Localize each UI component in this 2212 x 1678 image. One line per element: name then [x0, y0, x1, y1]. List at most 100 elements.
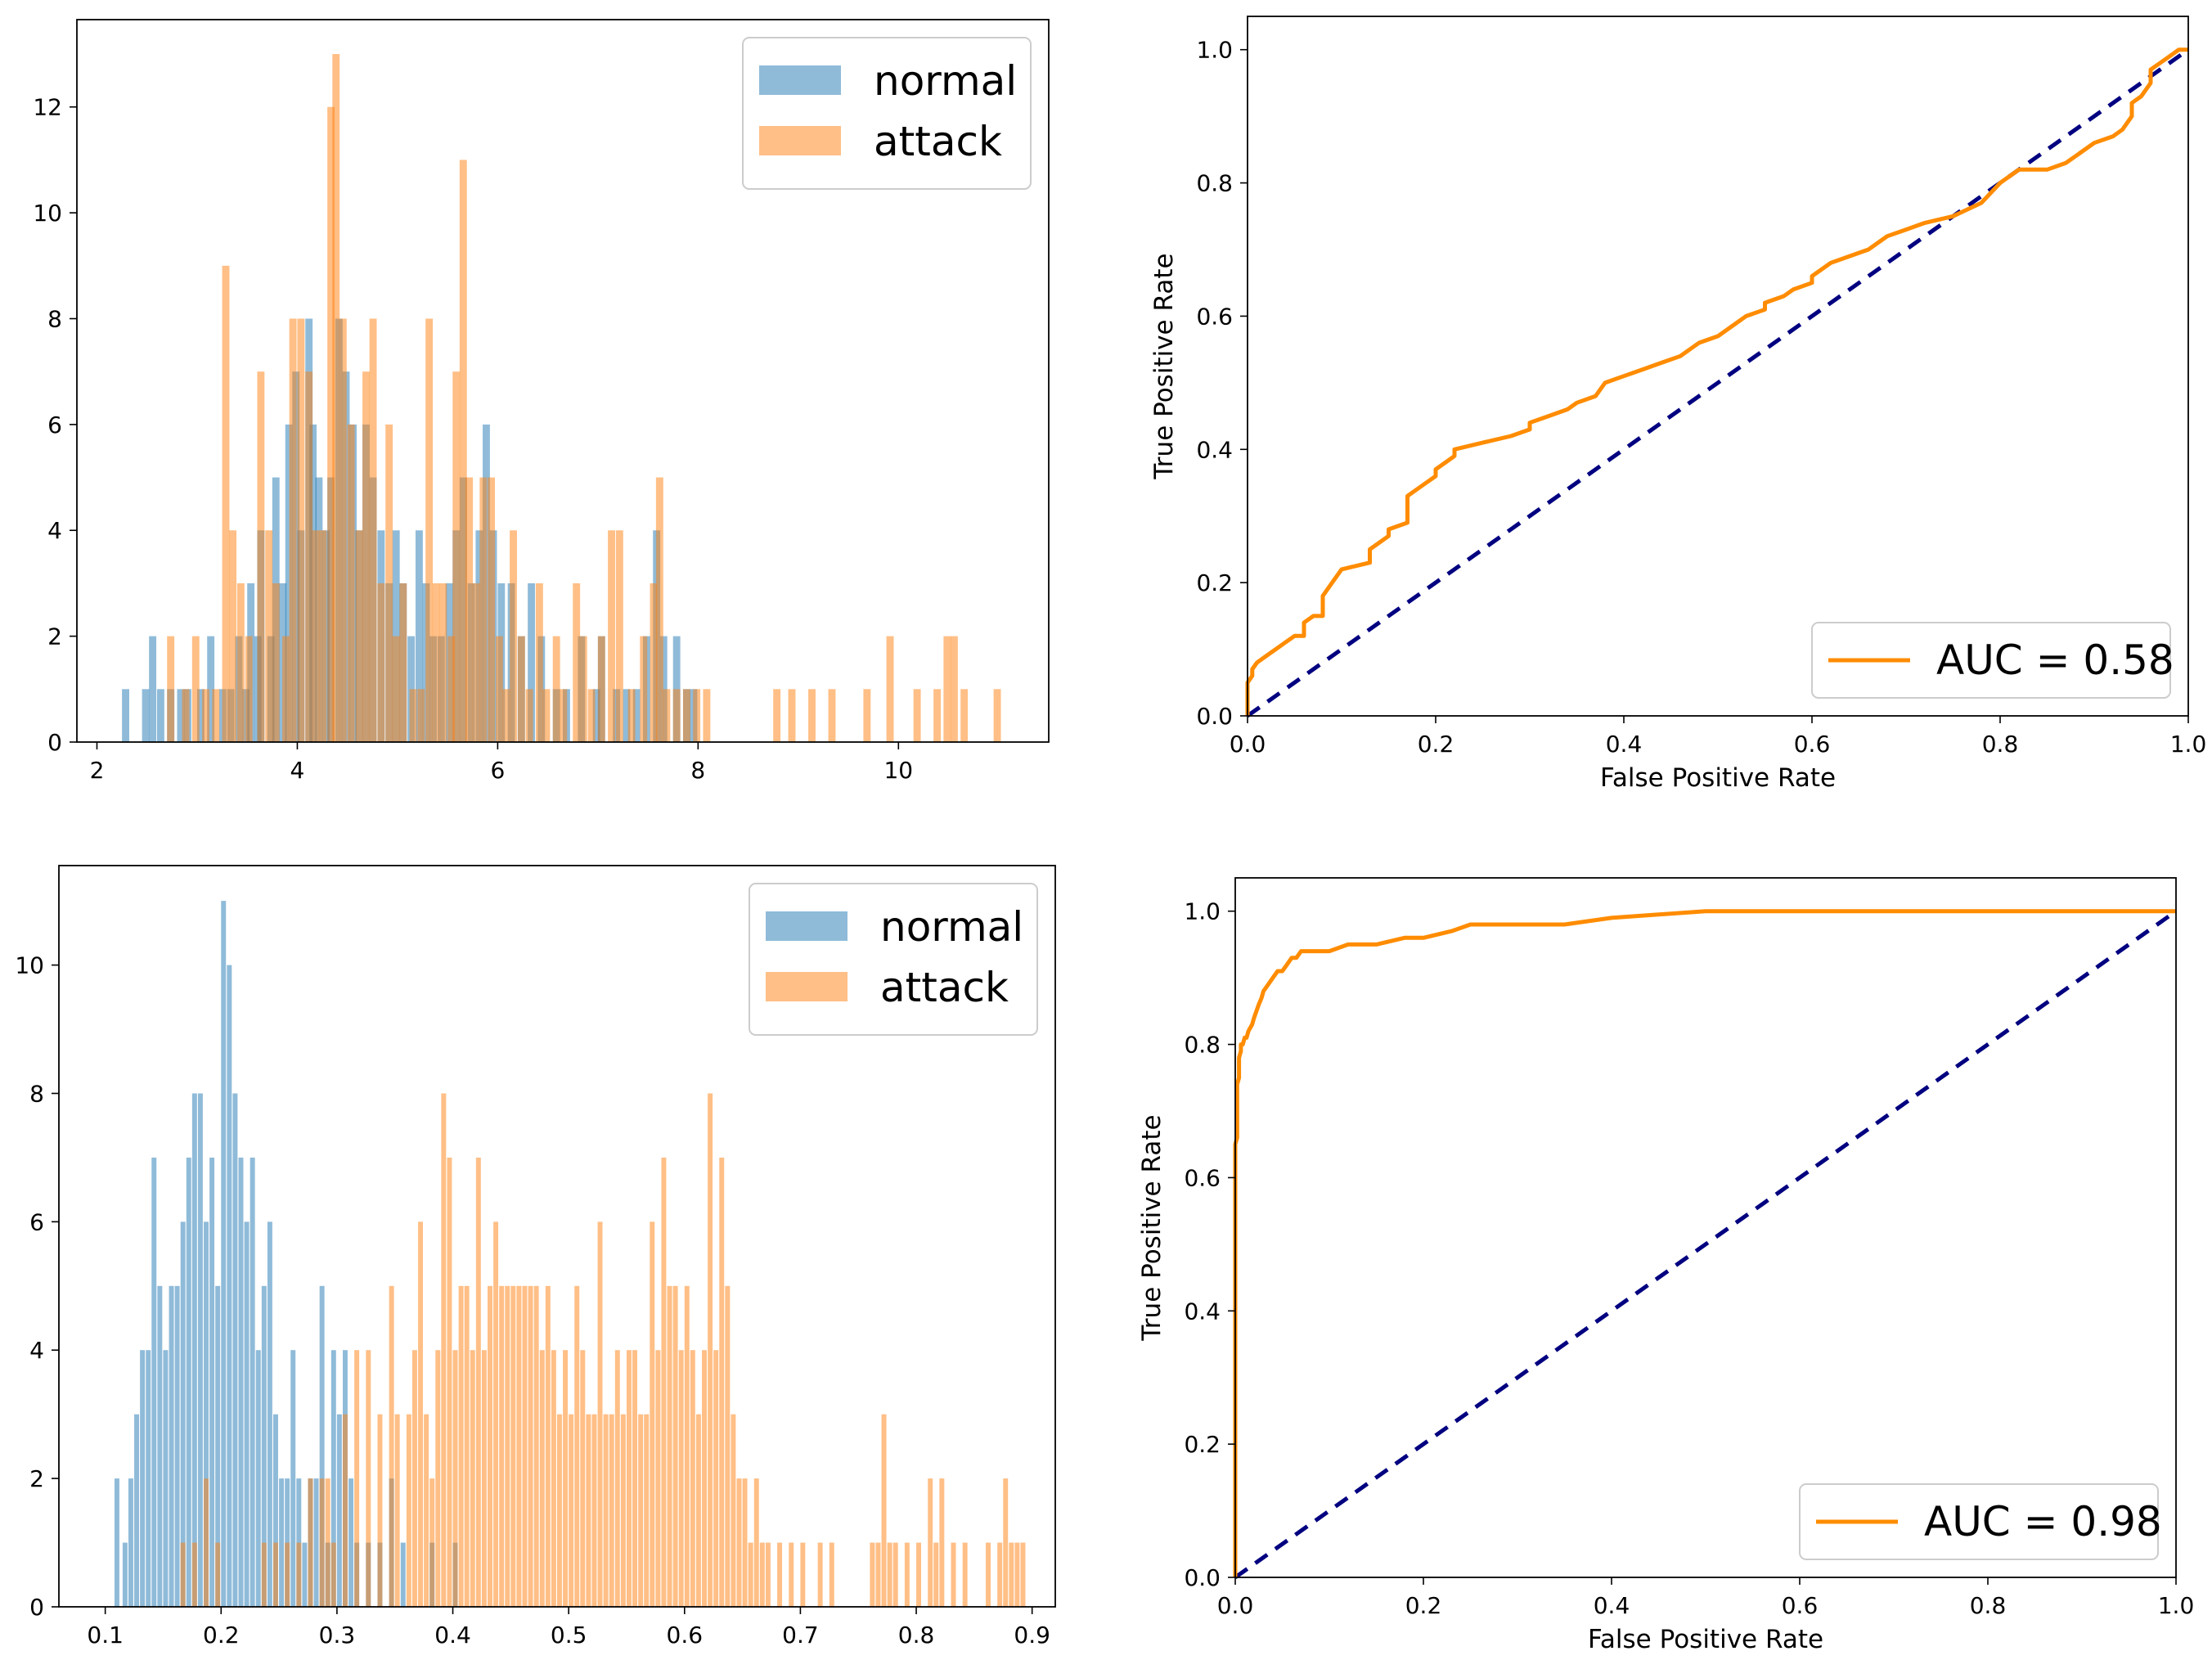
bar-attack	[347, 424, 355, 742]
y-tick-label: 2	[47, 623, 62, 650]
bar-attack	[765, 1542, 771, 1607]
bar-normal	[261, 1285, 267, 1607]
legend-label-normal: normal	[880, 903, 1023, 951]
bar-attack	[586, 1414, 591, 1607]
bar-attack	[682, 689, 690, 742]
bar-attack	[650, 583, 658, 742]
bar-attack	[943, 636, 951, 742]
bar-attack	[377, 1414, 383, 1607]
chance-diagonal-line	[1246, 47, 2190, 718]
bar-attack	[800, 1542, 806, 1607]
bar-attack	[435, 1350, 441, 1607]
bar-normal	[319, 1285, 325, 1607]
bar-attack	[495, 636, 503, 742]
bar-attack	[542, 689, 551, 742]
x-tick-label: 0.8	[1982, 731, 2019, 758]
bar-attack	[472, 583, 480, 742]
bar-attack	[713, 1350, 719, 1607]
bar-attack	[563, 1350, 569, 1607]
bar-attack	[510, 1285, 516, 1607]
y-axis-label: True Positive Rate	[1137, 1114, 1167, 1341]
bar-attack	[257, 371, 265, 742]
bar-attack	[574, 1285, 580, 1607]
x-tick-label: 0.8	[1970, 1592, 2007, 1619]
bar-attack	[789, 1542, 794, 1607]
bar-attack	[708, 1093, 713, 1607]
legend: normal attack	[742, 37, 1032, 190]
bar-normal	[151, 1157, 157, 1607]
bar-attack	[319, 530, 327, 742]
bar-attack	[297, 318, 305, 742]
y-tick-label: 0.0	[1184, 1564, 1221, 1591]
bar-attack	[667, 1285, 672, 1607]
y-tick-label: 0.8	[1196, 170, 1233, 197]
bar-attack	[366, 1350, 371, 1607]
bar-normal	[177, 689, 185, 742]
bar-attack	[627, 689, 636, 742]
bar-attack	[354, 1350, 360, 1607]
bar-attack	[505, 1285, 510, 1607]
legend-swatch-normal	[766, 911, 847, 941]
bar-attack	[475, 1157, 481, 1607]
legend-swatch-normal	[759, 65, 841, 95]
bar-attack	[684, 1285, 690, 1607]
bar-attack	[510, 530, 517, 742]
bar-normal	[285, 424, 293, 742]
bar-attack	[759, 1542, 765, 1607]
roc-curve-top: 0.0 0.2 0.4 0.6 0.8 1.0 0.0 0.2 0.4 0.6 0.8 1.0 Fals…	[1149, 16, 2206, 793]
bar-attack	[282, 636, 290, 742]
bar-attack	[418, 1221, 423, 1607]
x-axis-label: False Positive Rate	[1600, 763, 1836, 793]
bar-attack	[1014, 1542, 1020, 1607]
bar-normal	[232, 1093, 238, 1607]
bar-normal	[221, 901, 227, 1607]
bar-attack	[702, 1350, 707, 1607]
bar-attack	[1020, 1542, 1026, 1607]
bar-attack	[993, 689, 1001, 742]
x-tick-label: 1.0	[2158, 1592, 2195, 1619]
bar-normal	[209, 1157, 215, 1607]
bar-normal	[227, 965, 232, 1607]
bar-normal	[186, 1157, 191, 1607]
bar-attack	[204, 1478, 209, 1607]
bar-attack	[753, 1478, 759, 1607]
bar-attack	[655, 477, 663, 742]
bar-attack	[339, 318, 347, 742]
y-tick-label: 0.6	[1184, 1164, 1221, 1191]
bar-attack	[182, 689, 190, 742]
x-tick-label: 8	[690, 757, 705, 784]
bar-attack	[319, 1478, 325, 1607]
bar-attack	[481, 1350, 487, 1607]
bar-attack	[452, 371, 461, 742]
bar-normal	[174, 1285, 180, 1607]
bar-attack	[615, 530, 623, 742]
y-tick-label: 0.2	[1196, 569, 1233, 596]
bar-normal	[348, 1478, 354, 1607]
bar-normal	[313, 1478, 319, 1607]
axes-frame	[1234, 877, 2177, 1578]
bar-attack	[406, 1414, 411, 1607]
bar-attack	[459, 160, 467, 742]
x-tick-label: 0.4	[1606, 731, 1643, 758]
bar-attack	[452, 1350, 458, 1607]
bar-attack	[273, 1542, 278, 1607]
bar-attack	[539, 1350, 545, 1607]
bar-attack	[644, 1414, 650, 1607]
bar-normal	[250, 1157, 255, 1607]
x-tick-label: 0.6	[667, 1622, 704, 1649]
bar-normal	[146, 1350, 151, 1607]
y-tick-label: 0.4	[1184, 1298, 1221, 1325]
bar-attack	[817, 1542, 823, 1607]
x-tick-label: 0.8	[898, 1622, 935, 1649]
bar-attack	[394, 1414, 400, 1607]
bar-attack	[663, 689, 671, 742]
bar-attack	[997, 1542, 1003, 1607]
y-tick-label: 0.4	[1196, 436, 1233, 463]
bar-attack	[1009, 1542, 1014, 1607]
bar-attack	[362, 371, 370, 742]
bar-normal	[180, 1221, 186, 1607]
x-tick-label: 0.2	[1405, 1592, 1442, 1619]
bar-attack	[690, 1350, 695, 1607]
legend-label-attack: attack	[880, 964, 1009, 1011]
bar-attack	[411, 1350, 417, 1607]
